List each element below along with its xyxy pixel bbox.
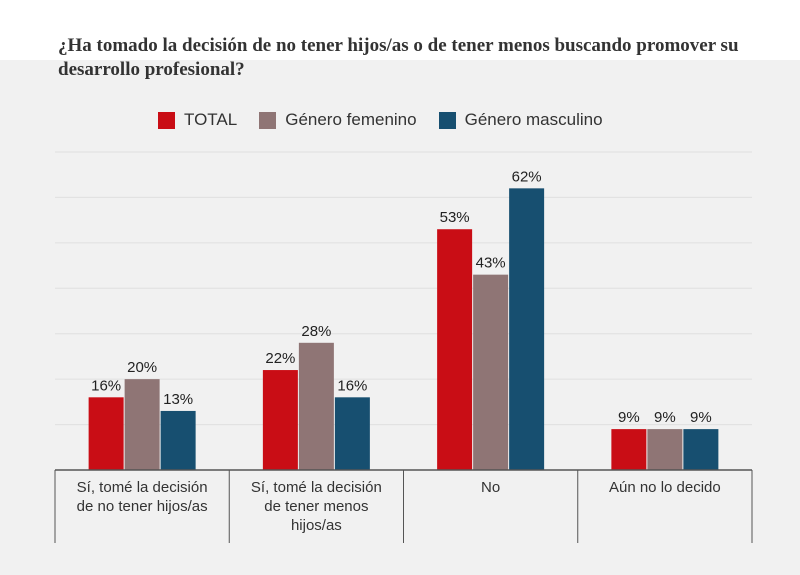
legend-label-female: Género femenino bbox=[285, 110, 417, 129]
legend-swatch-male bbox=[438, 111, 456, 129]
bar bbox=[647, 429, 683, 470]
legend-item-male[interactable]: Género masculino bbox=[438, 110, 603, 130]
legend-label-total: TOTAL bbox=[184, 110, 238, 129]
bar bbox=[473, 274, 509, 470]
bar bbox=[611, 429, 647, 470]
bar bbox=[262, 370, 298, 470]
data-label: 20% bbox=[127, 359, 157, 376]
legend-swatch-female bbox=[259, 111, 277, 129]
bar bbox=[683, 429, 719, 470]
data-label: 28% bbox=[301, 323, 331, 340]
data-label: 9% bbox=[654, 409, 676, 426]
bar bbox=[160, 410, 196, 470]
bar bbox=[334, 397, 370, 470]
legend-item-total[interactable]: TOTAL bbox=[158, 110, 237, 130]
data-label: 9% bbox=[690, 409, 712, 426]
header-band bbox=[0, 0, 800, 60]
category-label: Sí, tomé la decisión de tener menos hijos/… bbox=[251, 479, 382, 534]
data-label: 16% bbox=[91, 377, 121, 394]
data-label: 9% bbox=[618, 409, 640, 426]
category-label: Sí, tomé la decisión de no tener hijos/as bbox=[77, 479, 208, 515]
category-label: No bbox=[481, 479, 500, 496]
chart-title: ¿Ha tomado la decisión de no tener hijos… bbox=[58, 35, 739, 80]
bar bbox=[509, 188, 545, 471]
legend-swatch-total bbox=[158, 111, 175, 129]
data-label: 53% bbox=[440, 209, 470, 226]
category-label: Aún no lo decido bbox=[609, 479, 721, 496]
bar bbox=[88, 397, 124, 470]
legend-label-male: Género masculino bbox=[464, 110, 603, 129]
data-label: 16% bbox=[337, 377, 367, 394]
bar bbox=[437, 229, 473, 470]
legend: TOTAL Género femenino Género masculino bbox=[158, 108, 625, 132]
data-label: 13% bbox=[163, 391, 193, 408]
bar bbox=[124, 379, 160, 470]
data-label: 43% bbox=[476, 255, 506, 272]
legend-item-female[interactable]: Género femenino bbox=[259, 110, 417, 130]
bar bbox=[298, 342, 334, 470]
data-label: 22% bbox=[265, 350, 295, 367]
data-label: 62% bbox=[512, 168, 542, 185]
